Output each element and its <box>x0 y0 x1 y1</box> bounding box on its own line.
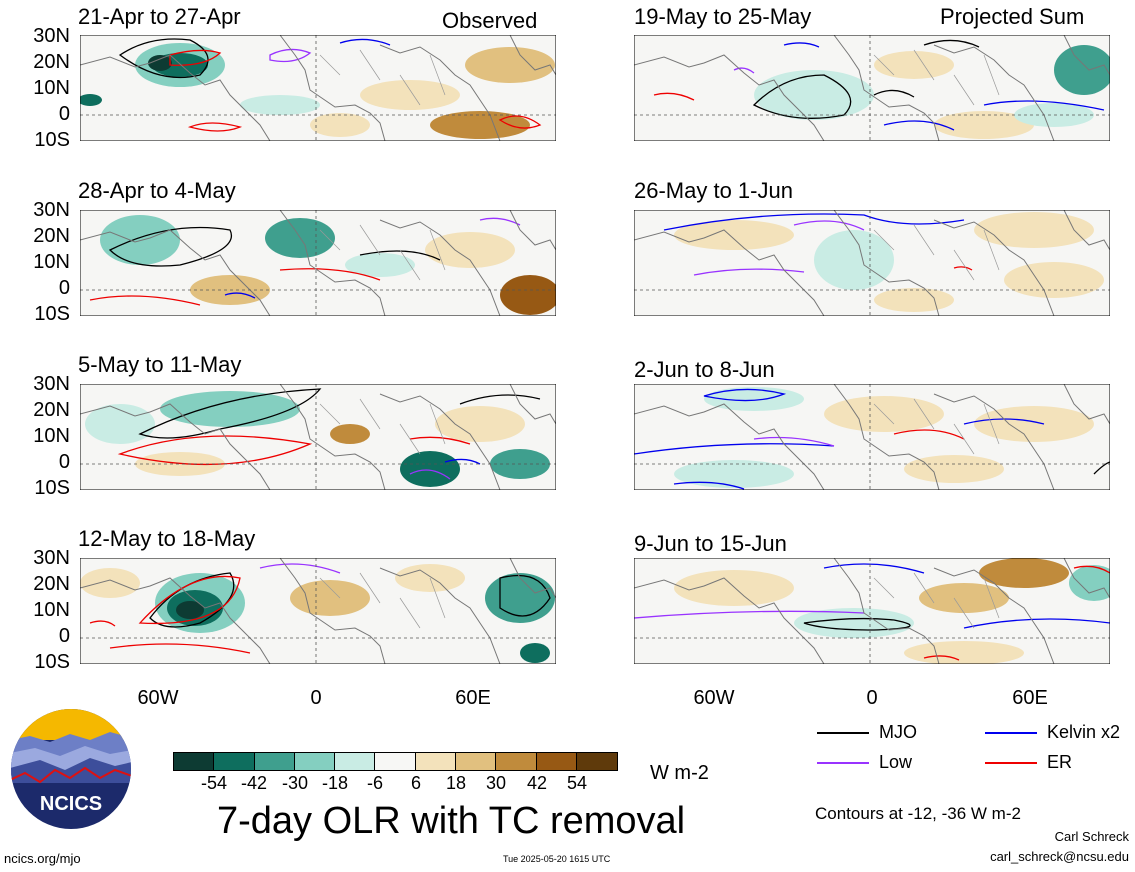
lat-label: 30N <box>33 199 70 221</box>
panel-title-8: 9-Jun to 15-Jun <box>634 531 787 556</box>
lat-label: 10N <box>33 425 70 447</box>
site-link[interactable]: ncics.org/mjo <box>4 851 81 866</box>
panel-title-1: 21-Apr to 27-Apr <box>78 4 241 29</box>
colorbar-label: 42 <box>526 773 548 793</box>
lon-label-right-60e: 60E <box>1012 687 1048 709</box>
colorbar-units: W m-2 <box>650 762 709 784</box>
colorbar-label: 6 <box>410 773 421 793</box>
lat-label: 0 <box>58 103 70 125</box>
colorbar-label: 18 <box>445 773 467 793</box>
legend-mjo-swatch <box>817 731 869 734</box>
map-panel-8 <box>634 558 1110 664</box>
panel-title-2: 28-Apr to 4-May <box>78 178 236 203</box>
logo-text: NCICS <box>40 793 102 815</box>
lon-label-right-60w: 60W <box>693 687 735 709</box>
lat-label: 20N <box>33 51 70 73</box>
colorbar-swatch <box>375 753 416 770</box>
projected-sum-label: Projected Sum <box>940 4 1085 29</box>
contours-note: Contours at -12, -36 W m-2 <box>815 804 1021 823</box>
colorbar-swatch <box>496 753 537 770</box>
colorbar-swatch <box>456 753 497 770</box>
colorbar-label: 30 <box>485 773 507 793</box>
observed-label: Observed <box>442 8 538 33</box>
author-name: Carl Schreck <box>1054 829 1129 844</box>
legend-er: ER <box>985 752 1072 773</box>
colorbar-swatch <box>335 753 376 770</box>
legend-low: Low <box>817 752 912 773</box>
map-panel-1 <box>80 35 556 141</box>
lat-label: 10N <box>33 77 70 99</box>
colorbar-swatch <box>294 753 336 770</box>
colorbar-label: -42 <box>240 773 267 793</box>
legend-er-swatch <box>985 761 1037 764</box>
timestamp: Tue 2025-05-20 1615 UTC <box>503 854 611 864</box>
legend-kelvin-label: Kelvin x2 <box>1047 722 1121 742</box>
panel-title-3: 5-May to 11-May <box>78 352 242 377</box>
lat-label: 10S <box>34 651 70 673</box>
lat-label: 10S <box>34 477 70 499</box>
lat-label: 0 <box>58 277 70 299</box>
lat-label: 20N <box>33 573 70 595</box>
map-panel-6 <box>634 210 1110 316</box>
lat-label: 30N <box>33 547 70 569</box>
legend-mjo: MJO <box>817 722 917 743</box>
lat-label: 0 <box>58 625 70 647</box>
colorbar-label: -18 <box>321 773 348 793</box>
colorbar-swatch <box>174 753 215 770</box>
legend-mjo-label: MJO <box>879 722 917 742</box>
colorbar-swatch <box>415 753 457 770</box>
legend-er-label: ER <box>1047 752 1073 772</box>
lat-label: 10S <box>34 129 70 151</box>
author-email[interactable]: carl_schreck@ncsu.edu <box>990 849 1129 864</box>
colorbar-swatch <box>536 753 577 770</box>
colorbar-label: 54 <box>566 773 588 793</box>
legend-kelvin-swatch <box>985 731 1037 734</box>
lat-label: 10N <box>33 251 70 273</box>
lat-label: 20N <box>33 225 70 247</box>
panel-title-7: 2-Jun to 8-Jun <box>634 357 775 382</box>
map-panel-4 <box>80 558 556 664</box>
lat-label: 10N <box>33 599 70 621</box>
colorbar-label: -6 <box>366 773 383 793</box>
colorbar <box>173 752 619 771</box>
lon-label-left-60e: 60E <box>455 687 491 709</box>
map-panel-2 <box>80 210 556 316</box>
panel-title-5: 19-May to 25-May <box>634 4 812 29</box>
ncics-logo: NCICS <box>10 708 132 830</box>
lat-label: 20N <box>33 399 70 421</box>
map-panel-3 <box>80 384 556 490</box>
colorbar-swatch <box>576 753 618 770</box>
legend-low-label: Low <box>879 752 913 772</box>
colorbar-label: -54 <box>200 773 227 793</box>
panel-title-4: 12-May to 18-May <box>78 526 256 551</box>
map-panel-7 <box>634 384 1110 490</box>
main-title: 7-day OLR with TC removal <box>217 800 686 842</box>
lon-label-right-0: 0 <box>866 687 878 709</box>
lat-label: 0 <box>58 451 70 473</box>
lon-label-left-60w: 60W <box>137 687 179 709</box>
panel-title-6: 26-May to 1-Jun <box>634 178 793 203</box>
lat-label: 30N <box>33 25 70 47</box>
legend-kelvin: Kelvin x2 <box>985 722 1120 743</box>
lon-label-left-0: 0 <box>310 687 322 709</box>
lat-label: 10S <box>34 303 70 325</box>
colorbar-swatch <box>214 753 255 770</box>
colorbar-label: -30 <box>281 773 308 793</box>
map-panel-5 <box>634 35 1110 141</box>
colorbar-swatch <box>254 753 295 770</box>
lat-label: 30N <box>33 373 70 395</box>
legend-low-swatch <box>817 761 869 764</box>
